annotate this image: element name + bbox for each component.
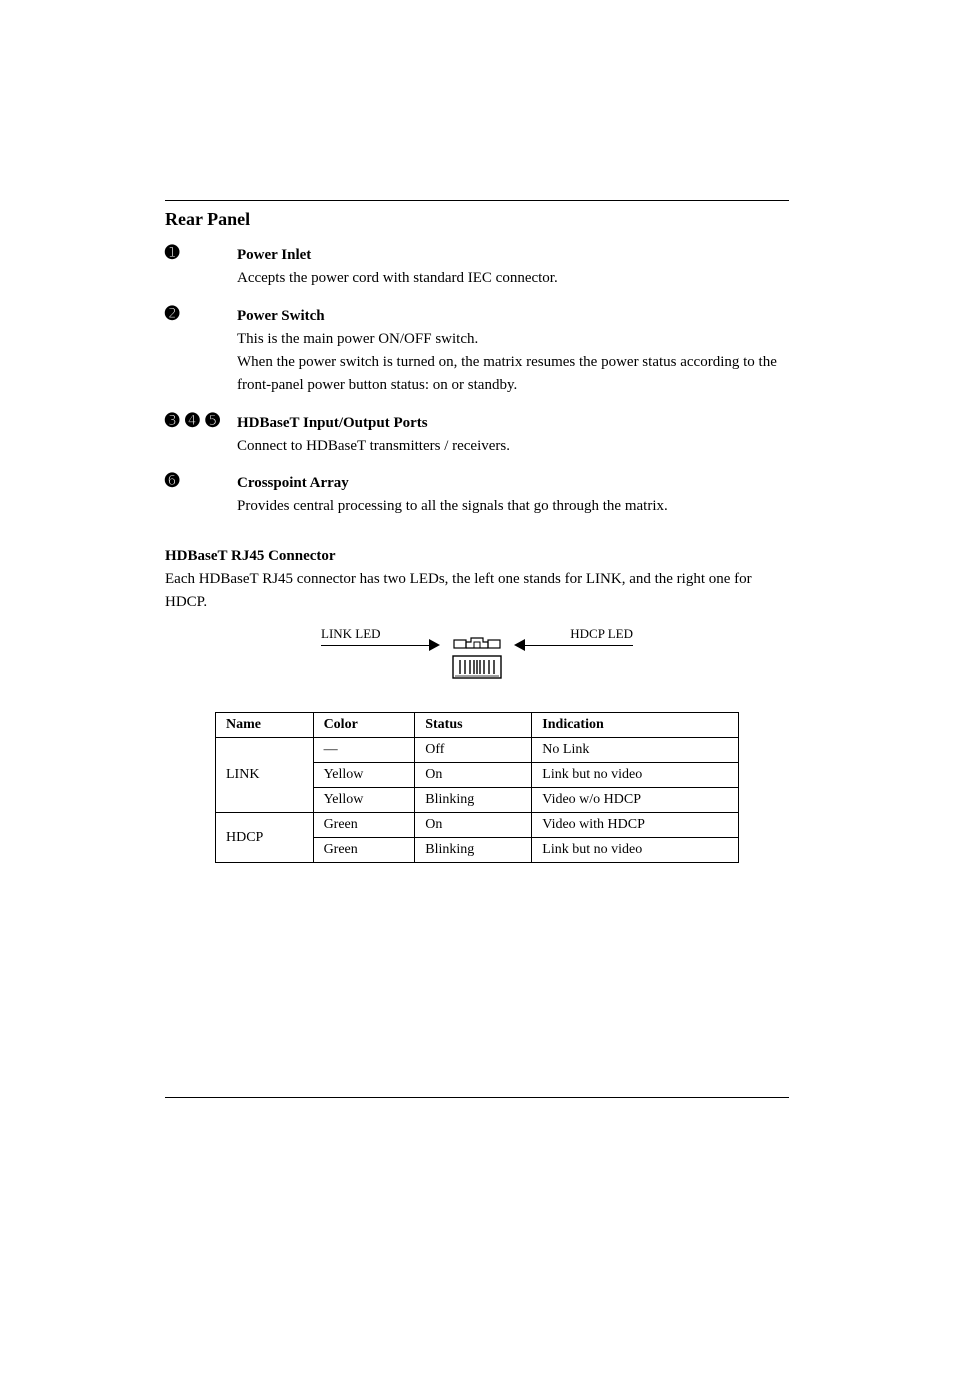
item-title: Power Switch bbox=[237, 308, 325, 324]
item-number-col: ➌ ➍ ➎ bbox=[165, 412, 237, 429]
arrow-right-icon bbox=[429, 639, 440, 651]
rj45-diagram: LINK LED HDCP LED bbox=[321, 628, 633, 692]
top-rule bbox=[165, 200, 789, 201]
col-status: Status bbox=[415, 713, 532, 738]
cell-name-hdcp: HDCP bbox=[216, 813, 314, 863]
rear-panel-item: ➏ Crosspoint Array Provides central proc… bbox=[165, 472, 789, 519]
rj45-intro: HDBaseT RJ45 Connector Each HDBaseT RJ45… bbox=[165, 545, 789, 615]
item-title: Power Inlet bbox=[237, 247, 311, 263]
cell: Link but no video bbox=[532, 838, 739, 863]
circled-number-1-icon: ➊ bbox=[165, 244, 179, 261]
page-root: Rear Panel ➊ Power Inlet Accepts the pow… bbox=[0, 0, 954, 1382]
led-table: Name Color Status Indication LINK — Off … bbox=[215, 712, 739, 863]
circled-number-6-icon: ➏ bbox=[165, 472, 179, 489]
arrow-left-icon bbox=[514, 639, 525, 651]
cell: On bbox=[415, 813, 532, 838]
table-row: LINK — Off No Link bbox=[216, 738, 739, 763]
rear-panel-item: ➌ ➍ ➎ HDBaseT Input/Output Ports Connect… bbox=[165, 412, 789, 459]
rj45-section: HDBaseT RJ45 Connector Each HDBaseT RJ45… bbox=[165, 545, 789, 864]
item-desc: Accepts the power cord with standard IEC… bbox=[237, 267, 789, 290]
rear-panel-item: ➊ Power Inlet Accepts the power cord wit… bbox=[165, 244, 789, 291]
content-area: Rear Panel ➊ Power Inlet Accepts the pow… bbox=[165, 200, 789, 863]
item-body: Power Switch This is the main power ON/O… bbox=[237, 305, 789, 398]
cell: Blinking bbox=[415, 838, 532, 863]
cell: Video with HDCP bbox=[532, 813, 739, 838]
item-desc: This is the main power ON/OFF switch. bbox=[237, 328, 789, 351]
item-body: Power Inlet Accepts the power cord with … bbox=[237, 244, 789, 291]
hdcp-led-label: HDCP LED bbox=[570, 626, 633, 642]
circled-number-4-icon: ➍ bbox=[185, 412, 199, 429]
cell: Blinking bbox=[415, 788, 532, 813]
footer-rule bbox=[165, 1097, 789, 1098]
col-indication: Indication bbox=[532, 713, 739, 738]
item-title: Crosspoint Array bbox=[237, 475, 349, 491]
item-title: HDBaseT RJ45 Connector bbox=[165, 548, 336, 564]
cell: — bbox=[313, 738, 415, 763]
circled-number-5-icon: ➎ bbox=[206, 412, 220, 429]
rj45-jack-icon bbox=[447, 634, 507, 682]
cell: Video w/o HDCP bbox=[532, 788, 739, 813]
col-color: Color bbox=[313, 713, 415, 738]
link-led-label: LINK LED bbox=[321, 626, 381, 642]
section-title: Rear Panel bbox=[165, 209, 789, 230]
table-header-row: Name Color Status Indication bbox=[216, 713, 739, 738]
item-desc: When the power switch is turned on, the … bbox=[237, 351, 789, 398]
item-body: Crosspoint Array Provides central proces… bbox=[237, 472, 789, 519]
item-body: HDBaseT Input/Output Ports Connect to HD… bbox=[237, 412, 789, 459]
cell: Green bbox=[313, 813, 415, 838]
item-desc: Connect to HDBaseT transmitters / receiv… bbox=[237, 435, 789, 458]
col-name: Name bbox=[216, 713, 314, 738]
cell: Link but no video bbox=[532, 763, 739, 788]
cell: No Link bbox=[532, 738, 739, 763]
circled-number-2-icon: ➋ bbox=[165, 305, 179, 322]
cell: Yellow bbox=[313, 788, 415, 813]
cell: Off bbox=[415, 738, 532, 763]
item-number-col: ➏ bbox=[165, 472, 237, 489]
cell: Green bbox=[313, 838, 415, 863]
item-title: HDBaseT Input/Output Ports bbox=[237, 415, 428, 431]
cell: On bbox=[415, 763, 532, 788]
item-number-col: ➋ bbox=[165, 305, 237, 322]
cell-name-link: LINK bbox=[216, 738, 314, 813]
circled-number-3-icon: ➌ bbox=[165, 412, 179, 429]
rear-panel-item: ➋ Power Switch This is the main power ON… bbox=[165, 305, 789, 398]
item-desc: Each HDBaseT RJ45 connector has two LEDs… bbox=[165, 568, 789, 615]
item-number-col: ➊ bbox=[165, 244, 237, 261]
cell: Yellow bbox=[313, 763, 415, 788]
item-desc: Provides central processing to all the s… bbox=[237, 495, 789, 518]
diagram-line bbox=[321, 645, 431, 646]
diagram-line bbox=[523, 645, 633, 646]
table-row: HDCP Green On Video with HDCP bbox=[216, 813, 739, 838]
